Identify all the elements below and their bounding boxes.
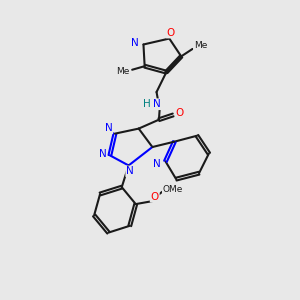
Text: Me: Me	[194, 41, 207, 50]
Text: N: N	[153, 159, 161, 169]
Text: O: O	[176, 108, 184, 118]
Text: N: N	[126, 167, 134, 176]
Text: O: O	[167, 28, 175, 38]
Text: N: N	[131, 38, 139, 48]
Text: O: O	[151, 192, 159, 202]
Text: OMe: OMe	[163, 185, 183, 194]
Text: N: N	[104, 123, 112, 133]
Text: N: N	[153, 99, 161, 109]
Text: H: H	[142, 99, 150, 109]
Text: N: N	[99, 149, 106, 159]
Text: Me: Me	[117, 67, 130, 76]
